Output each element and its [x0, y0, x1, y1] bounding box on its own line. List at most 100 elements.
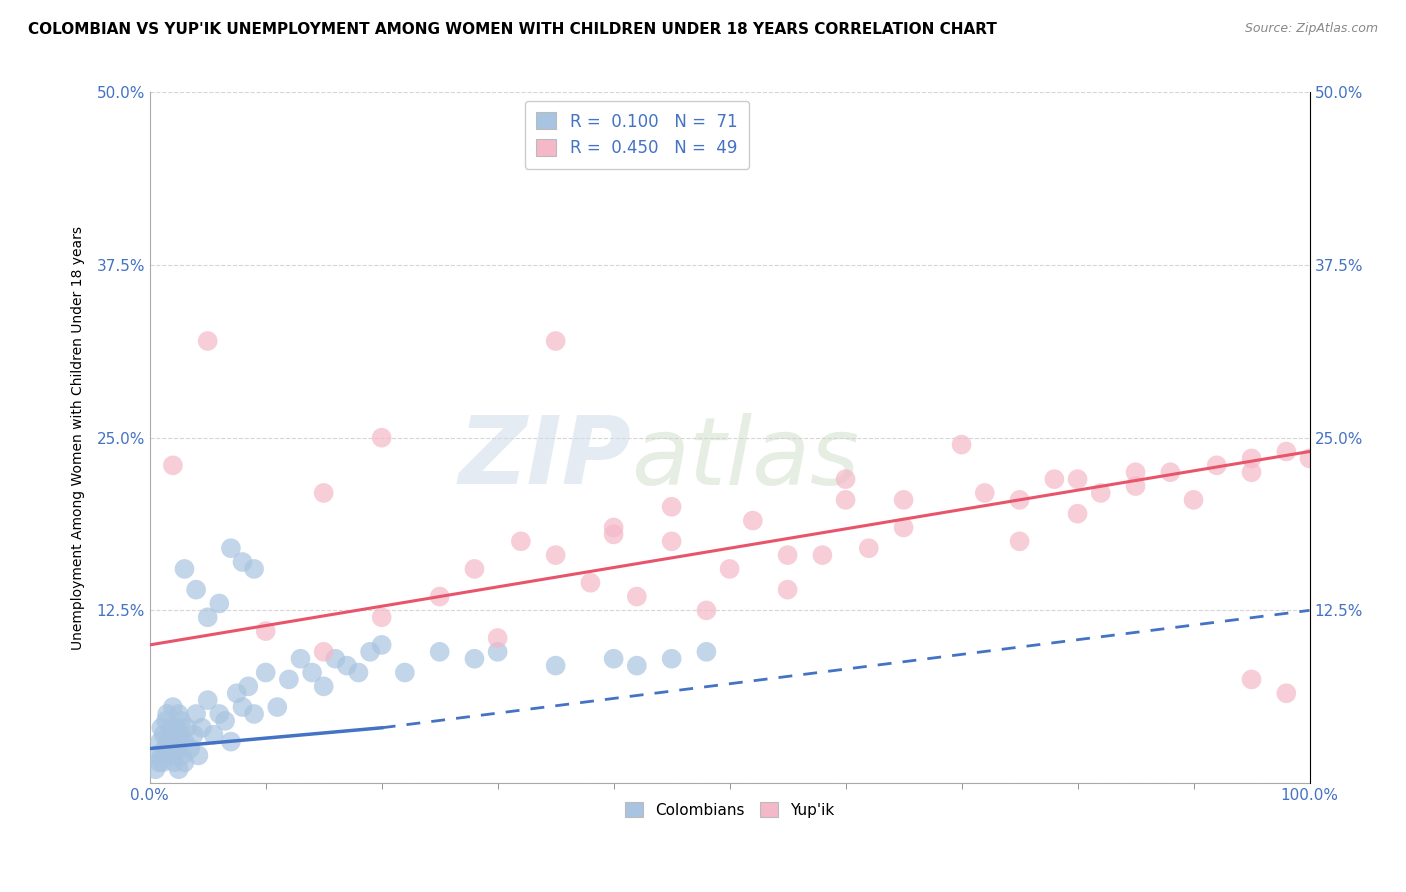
Point — [165, 721, 187, 735]
Point — [486, 631, 509, 645]
Point — [290, 651, 312, 665]
Point — [602, 527, 624, 541]
Point — [1066, 472, 1088, 486]
Point — [486, 645, 509, 659]
Point — [741, 514, 763, 528]
Point — [661, 500, 683, 514]
Point — [231, 555, 253, 569]
Point — [149, 734, 172, 748]
Point — [197, 334, 219, 348]
Point — [1043, 472, 1066, 486]
Point — [277, 673, 299, 687]
Point — [626, 590, 648, 604]
Point — [602, 520, 624, 534]
Y-axis label: Unemployment Among Women with Children Under 18 years: Unemployment Among Women with Children U… — [72, 226, 86, 649]
Point — [1159, 465, 1181, 479]
Point — [312, 679, 335, 693]
Point — [148, 756, 170, 770]
Point — [336, 658, 359, 673]
Point — [1240, 451, 1263, 466]
Point — [173, 734, 195, 748]
Point — [152, 756, 174, 770]
Point — [834, 472, 856, 486]
Point — [156, 748, 179, 763]
Point — [225, 686, 247, 700]
Point — [602, 651, 624, 665]
Point — [159, 741, 181, 756]
Text: Source: ZipAtlas.com: Source: ZipAtlas.com — [1244, 22, 1378, 36]
Point — [463, 562, 485, 576]
Point — [661, 651, 683, 665]
Point — [162, 748, 184, 763]
Point — [301, 665, 323, 680]
Point — [145, 748, 167, 763]
Text: COLOMBIAN VS YUP'IK UNEMPLOYMENT AMONG WOMEN WITH CHILDREN UNDER 18 YEARS CORREL: COLOMBIAN VS YUP'IK UNEMPLOYMENT AMONG W… — [28, 22, 997, 37]
Point — [544, 548, 567, 562]
Point — [243, 562, 266, 576]
Point — [254, 624, 277, 639]
Point — [718, 562, 741, 576]
Point — [973, 486, 995, 500]
Text: atlas: atlas — [631, 413, 859, 504]
Point — [162, 458, 184, 473]
Point — [323, 651, 346, 665]
Point — [1090, 486, 1112, 500]
Point — [776, 582, 799, 597]
Point — [893, 520, 915, 534]
Point — [208, 706, 231, 721]
Point — [544, 334, 567, 348]
Point — [359, 645, 381, 659]
Point — [1182, 492, 1205, 507]
Point — [695, 645, 717, 659]
Point — [153, 741, 176, 756]
Point — [1008, 492, 1031, 507]
Point — [811, 548, 834, 562]
Point — [238, 679, 260, 693]
Point — [254, 665, 277, 680]
Point — [231, 700, 253, 714]
Point — [202, 728, 225, 742]
Point — [312, 645, 335, 659]
Point — [544, 658, 567, 673]
Point — [163, 756, 186, 770]
Point — [169, 728, 191, 742]
Point — [429, 590, 451, 604]
Point — [1066, 507, 1088, 521]
Point — [219, 734, 242, 748]
Point — [152, 728, 174, 742]
Point — [950, 437, 973, 451]
Point — [370, 610, 392, 624]
Point — [1008, 534, 1031, 549]
Point — [162, 700, 184, 714]
Point — [208, 597, 231, 611]
Point — [429, 645, 451, 659]
Point — [1125, 465, 1147, 479]
Point — [509, 534, 531, 549]
Point — [184, 582, 207, 597]
Point — [370, 431, 392, 445]
Point — [776, 548, 799, 562]
Point — [1240, 465, 1263, 479]
Point — [173, 756, 195, 770]
Point — [266, 700, 288, 714]
Point — [661, 534, 683, 549]
Point — [858, 541, 880, 556]
Point — [579, 575, 602, 590]
Point — [834, 492, 856, 507]
Point — [150, 721, 173, 735]
Point — [187, 748, 209, 763]
Point — [1205, 458, 1227, 473]
Point — [1275, 686, 1298, 700]
Point — [155, 714, 177, 728]
Point — [160, 728, 183, 742]
Point — [370, 638, 392, 652]
Point — [1125, 479, 1147, 493]
Point — [394, 665, 416, 680]
Point — [463, 651, 485, 665]
Point — [173, 562, 195, 576]
Point — [243, 706, 266, 721]
Point — [167, 762, 190, 776]
Point — [347, 665, 370, 680]
Point — [145, 762, 167, 776]
Point — [219, 541, 242, 556]
